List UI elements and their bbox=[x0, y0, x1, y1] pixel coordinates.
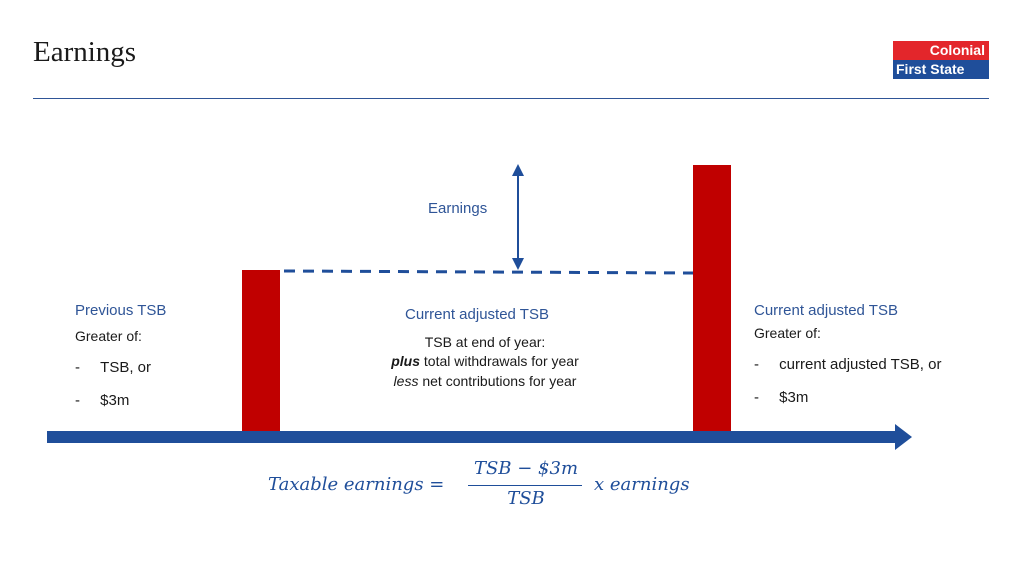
middle-line-3-text: net contributions for year bbox=[418, 373, 577, 389]
previous-tsb-item-1: - TSB, or bbox=[75, 359, 151, 376]
item-text: TSB, or bbox=[100, 359, 152, 376]
logo-line-2: First State bbox=[893, 60, 989, 79]
plus-emphasis: plus bbox=[391, 353, 421, 369]
middle-line-2: plus total withdrawals for year bbox=[360, 353, 610, 369]
item-text: $3m bbox=[779, 389, 809, 406]
bullet-dash: - bbox=[75, 359, 80, 376]
right-item-1: - current adjusted TSB, or bbox=[754, 356, 941, 373]
right-subheading: Greater of: bbox=[754, 325, 821, 341]
less-emphasis: less bbox=[393, 373, 419, 389]
earnings-arrow-bottom bbox=[512, 258, 524, 270]
fraction-bar bbox=[468, 485, 582, 486]
formula-numerator: TSB − $3m bbox=[473, 458, 579, 479]
current-tsb-bar bbox=[693, 165, 731, 431]
item-text: current adjusted TSB, or bbox=[779, 356, 942, 373]
formula-denominator: TSB bbox=[507, 488, 545, 509]
bullet-dash: - bbox=[754, 389, 759, 406]
formula-rhs: x earnings bbox=[594, 474, 690, 495]
current-adjusted-tsb-heading: Current adjusted TSB bbox=[405, 306, 549, 323]
logo-line-1: Colonial bbox=[893, 41, 989, 60]
previous-tsb-item-2: - $3m bbox=[75, 392, 129, 409]
colonial-first-state-logo: Colonial First State bbox=[893, 41, 989, 79]
middle-line-3: less net contributions for year bbox=[360, 373, 610, 389]
formula-lhs: Taxable earnings = bbox=[268, 474, 445, 495]
right-item-2: - $3m bbox=[754, 389, 808, 406]
earnings-label: Earnings bbox=[428, 200, 488, 217]
item-text: $3m bbox=[100, 392, 130, 409]
page-title: Earnings bbox=[33, 36, 137, 68]
previous-tsb-bar bbox=[242, 270, 280, 431]
middle-line-1: TSB at end of year: bbox=[424, 334, 546, 350]
title-divider bbox=[33, 98, 989, 99]
previous-tsb-subheading: Greater of: bbox=[75, 328, 142, 344]
previous-level-dashed-line bbox=[283, 269, 694, 275]
bullet-dash: - bbox=[754, 356, 759, 373]
earnings-arrow-top bbox=[512, 164, 524, 176]
timeline-shaft bbox=[47, 431, 897, 443]
right-current-adjusted-tsb-heading: Current adjusted TSB bbox=[754, 302, 898, 319]
middle-line-2-text: total withdrawals for year bbox=[420, 353, 579, 369]
timeline-arrowhead bbox=[895, 424, 912, 450]
previous-tsb-heading: Previous TSB bbox=[75, 302, 167, 319]
bullet-dash: - bbox=[75, 392, 80, 409]
